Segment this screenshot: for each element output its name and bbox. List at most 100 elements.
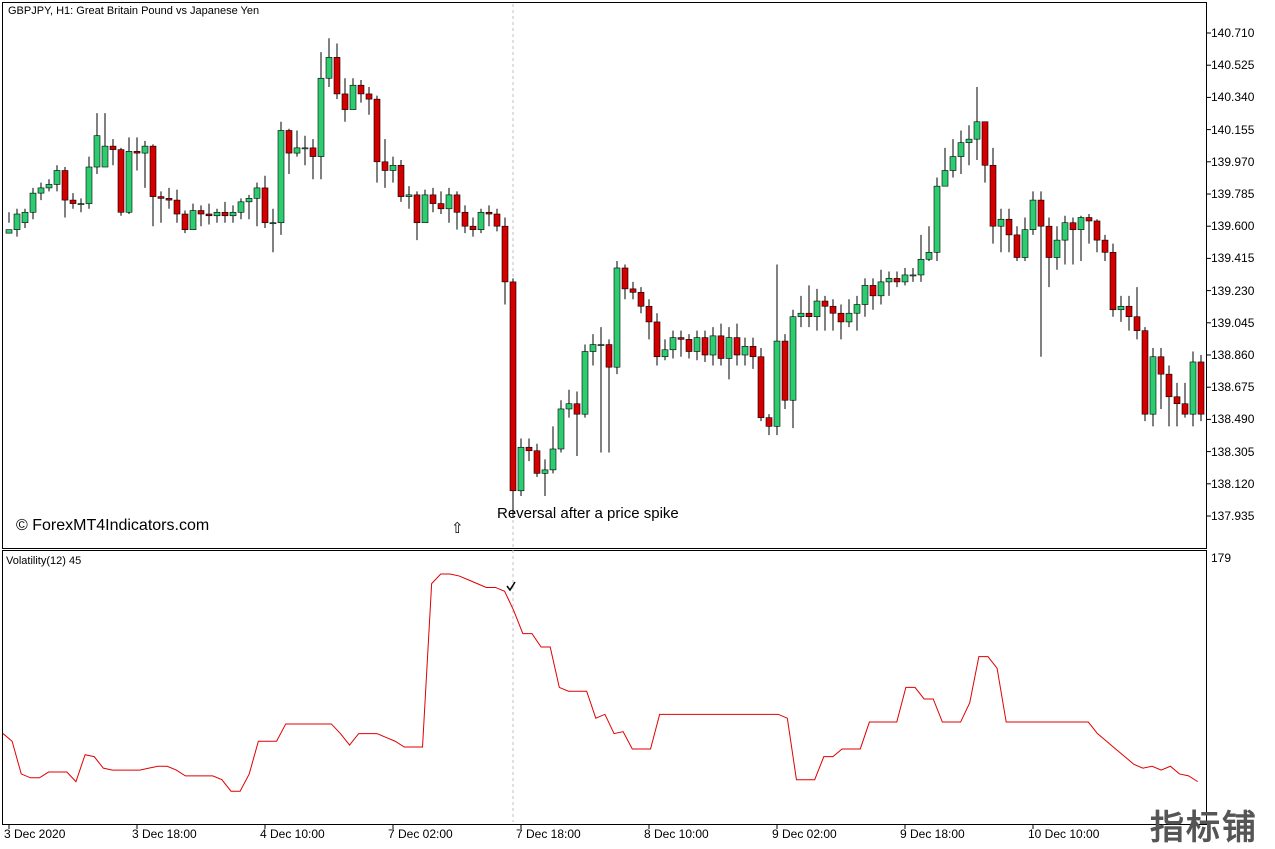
candle-body [189,210,197,230]
candle-body [61,170,69,201]
price-tick-label: 138.675 [1211,380,1255,395]
price-tick-label: 140.710 [1211,26,1255,40]
candle-body [653,321,661,358]
indicator-pane[interactable] [2,550,1207,825]
candle-body [285,130,293,154]
candle-body [709,335,717,356]
candle-body [205,213,213,217]
candle-body [117,149,125,213]
candle-body [789,316,797,401]
candle-body [1125,305,1133,318]
candle-body [405,194,413,197]
price-tick-label: 139.230 [1211,283,1255,298]
candle-body [253,187,261,199]
candle-body [997,218,1005,227]
candle-body [541,469,549,474]
candle-body [1141,330,1149,415]
candle-body [341,93,349,110]
candle-body [549,448,557,471]
candle-body [885,278,893,283]
candle-body [805,312,813,318]
candle-body [893,278,901,283]
check-icon [506,581,516,592]
candle-body [413,194,421,224]
candle-body [621,267,629,290]
candle-body [965,138,973,143]
candle-body [637,292,645,307]
candle-body [1173,396,1181,405]
time-tick-label: 10 Dec 10:00 [1028,827,1100,841]
volatility-line [2,573,1198,792]
candle-body [1053,239,1061,258]
candle-body [765,417,773,427]
candle-body [845,312,853,323]
candle-body [109,145,117,150]
candle-body [1181,403,1189,415]
candle-body [389,164,397,171]
candle-body [1021,229,1029,258]
candle-body [421,194,429,224]
candle-body [917,258,925,276]
candle-body [21,211,29,224]
candle-body [733,337,741,356]
price-tick-label: 138.860 [1211,348,1255,362]
candle-body [133,151,141,154]
price-tick-label: 139.415 [1211,251,1255,266]
chart-title: GBPJPY, H1: Great Britain Pound vs Japan… [8,5,260,17]
candle-body [1013,234,1021,258]
indicator-title: Volatility(12) 45 [6,555,82,567]
candle-body [173,199,181,215]
candle-body [629,288,637,293]
candle-body [1133,316,1141,331]
candle-body [573,403,581,415]
candle-body [1045,225,1053,258]
indicator-max-label: 179 [1211,551,1232,565]
price-tick-label: 138.305 [1211,444,1255,459]
candle-body [149,145,157,197]
candle-body [29,192,37,213]
candle-body [461,211,469,227]
candle-body [525,446,533,452]
candle-body [101,145,109,168]
candle-body [509,281,517,492]
candle-body [533,450,541,474]
price-chart-pane[interactable] [2,2,1207,549]
candle-body [669,337,677,351]
candle-body [317,77,325,157]
price-tick-label: 139.970 [1211,154,1255,169]
candle-body [725,337,733,359]
time-tick-label: 9 Dec 02:00 [772,827,837,841]
candle-body [197,210,205,215]
candle-body [93,135,101,168]
candle-body [493,213,501,227]
candle-body [797,312,805,318]
candle-body [1117,305,1125,311]
candle-body [85,166,93,204]
candle-body [365,93,373,100]
candle-body [5,229,13,234]
candle-body [213,211,221,217]
candle-body [221,211,229,217]
candle-body [933,185,941,253]
candle-body [477,211,485,230]
candle-body [469,225,477,230]
candle-body [1085,217,1093,222]
candle-body [437,203,445,210]
candle-body [829,305,837,314]
candle-body [333,57,341,95]
candle-body [261,187,269,224]
candle-body [589,344,597,352]
candle-body [1077,217,1085,230]
candle-body [269,222,277,225]
candle-body [661,349,669,358]
candle-body [1149,356,1157,415]
copyright-text: © ForexMT4Indicators.com [16,517,210,534]
candle-body [245,198,253,203]
candle-body [237,201,245,213]
candle-body [693,337,701,352]
candle-body [181,213,189,230]
candle-body [941,170,949,187]
candle-body [1037,199,1045,227]
candle-body [1093,220,1101,241]
